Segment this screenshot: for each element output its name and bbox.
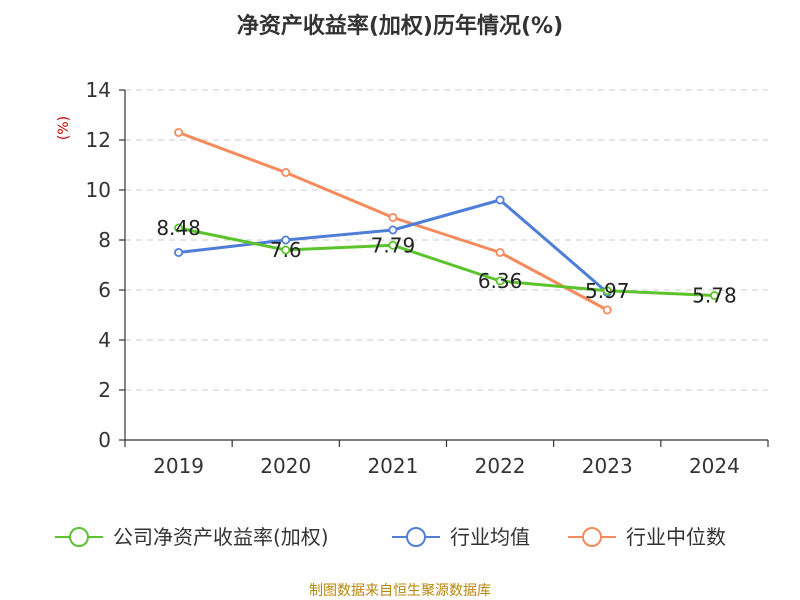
data-point (281, 245, 291, 255)
x-tick-label: 2024 (689, 454, 740, 478)
x-tick-label: 2023 (582, 454, 633, 478)
data-label: 7.6 (270, 238, 302, 262)
data-label: 8.48 (156, 216, 201, 240)
data-label: 7.79 (371, 233, 416, 257)
chart-title: 净资产收益率(加权)历年情况(%) (237, 13, 563, 39)
legend-swatch-marker (582, 527, 602, 547)
y-tick-label: 10 (86, 178, 111, 202)
data-label: 5.78 (692, 284, 737, 308)
data-point (602, 286, 612, 296)
data-point (709, 290, 719, 300)
data-point (388, 225, 398, 235)
data-point (495, 247, 505, 257)
legend-swatch-marker (69, 527, 89, 547)
y-tick-label: 8 (98, 228, 111, 252)
data-point (174, 127, 184, 137)
x-tick-label: 2022 (475, 454, 526, 478)
x-tick-label: 2020 (260, 454, 311, 478)
data-label: 5.97 (585, 279, 630, 303)
source-note: 制图数据来自恒生聚源数据库 (309, 583, 491, 599)
legend-label: 行业均值 (450, 525, 530, 549)
data-point (602, 305, 612, 315)
data-point (281, 167, 291, 177)
y-tick-label: 4 (98, 328, 111, 352)
y-tick-label: 2 (98, 378, 111, 402)
y-tick-label: 12 (86, 128, 111, 152)
data-point (174, 247, 184, 257)
grid-lines (125, 89, 768, 391)
data-point (495, 195, 505, 205)
data-point (174, 223, 184, 233)
data-point (495, 276, 505, 286)
x-tick-label: 2019 (153, 454, 204, 478)
legend-label: 公司净资产收益率(加权) (113, 525, 329, 549)
y-axis-label: (%) (56, 116, 72, 140)
y-tick-label: 0 (98, 428, 111, 452)
legend: 公司净资产收益率(加权) 行业均值 行业中位数 (55, 525, 726, 549)
series-lines (174, 127, 719, 315)
y-tick-label: 6 (98, 278, 111, 302)
legend-label: 行业中位数 (626, 525, 726, 549)
data-labels: 8.48 7.6 7.79 6.36 5.97 5.78 (156, 216, 736, 308)
axes: 0 2 4 6 8 10 12 14 2019 2020 2021 2022 2023 2024 (86, 78, 769, 478)
x-tick-label: 2021 (367, 454, 418, 478)
data-point (388, 240, 398, 250)
series-line-0 (178, 226, 715, 297)
data-point (281, 235, 291, 245)
data-point (388, 212, 398, 222)
y-tick-label: 14 (86, 78, 111, 102)
data-label: 6.36 (478, 269, 523, 293)
legend-swatch-marker (406, 527, 426, 547)
